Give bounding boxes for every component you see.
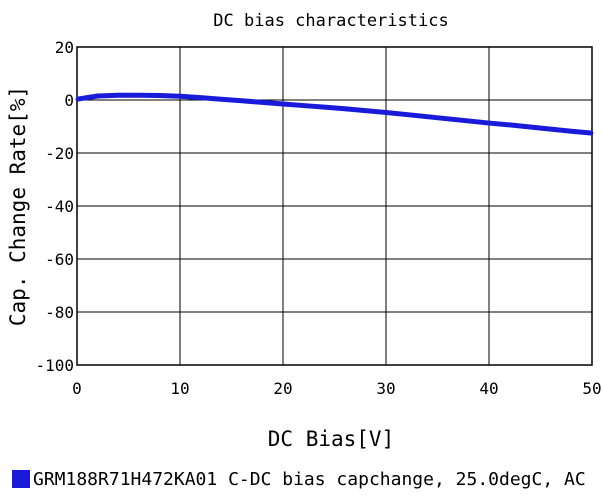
legend: GRM188R71H472KA01 C-DC bias capchange, 2… — [12, 469, 586, 490]
y-tick-label: -100 — [35, 356, 74, 375]
plot-area — [75, 46, 594, 366]
plot-frame — [76, 46, 593, 366]
x-tick-label: 50 — [582, 379, 601, 398]
series-point — [322, 105, 326, 109]
series-point — [281, 102, 285, 106]
y-tick-label: -20 — [45, 144, 74, 163]
series-point — [260, 100, 264, 104]
y-tick-label: 20 — [55, 38, 74, 57]
series-point — [96, 94, 100, 98]
y-axis-label: Cap. Change Rate[%] — [6, 86, 30, 326]
series-point — [363, 109, 367, 113]
series-line — [76, 92, 593, 136]
series-point — [343, 107, 347, 111]
chart-title: DC bias characteristics — [213, 11, 448, 31]
x-tick-label: 40 — [479, 379, 498, 398]
y-tick-labels: 20 0 -20 -40 -60 -80 -100 — [35, 38, 74, 375]
series-point — [569, 129, 573, 133]
y-tick-label: -60 — [45, 250, 74, 269]
legend-swatch — [12, 470, 30, 488]
series-point — [508, 123, 512, 127]
series-point — [199, 96, 203, 100]
x-tick-label: 10 — [170, 379, 189, 398]
series-point — [75, 97, 79, 101]
series-point — [528, 125, 532, 129]
series-point — [240, 99, 244, 103]
legend-label: GRM188R71H472KA01 C-DC bias capchange, 2… — [33, 469, 586, 490]
x-tick-label: 0 — [72, 379, 82, 398]
y-tick-label: 0 — [64, 91, 74, 110]
series-point — [466, 119, 470, 123]
series-point — [178, 94, 182, 98]
series-point — [446, 117, 450, 121]
series-point — [590, 131, 594, 135]
series-point — [219, 97, 223, 101]
series-point — [384, 110, 388, 114]
series-point — [425, 115, 429, 119]
y-tick-label: -40 — [45, 197, 74, 216]
series-point — [487, 121, 491, 125]
x-tick-label: 30 — [376, 379, 395, 398]
y-tick-label: -80 — [45, 303, 74, 322]
series-point — [157, 93, 161, 97]
series-point — [302, 104, 306, 108]
x-tick-label: 20 — [273, 379, 292, 398]
series-point — [405, 113, 409, 117]
x-axis-label: DC Bias[V] — [268, 427, 394, 451]
grid — [77, 47, 592, 365]
series-point — [137, 93, 141, 97]
x-tick-labels: 0 10 20 30 40 50 — [72, 379, 601, 398]
series-layer — [75, 92, 594, 136]
series-point — [116, 93, 120, 97]
series-point — [549, 127, 553, 131]
